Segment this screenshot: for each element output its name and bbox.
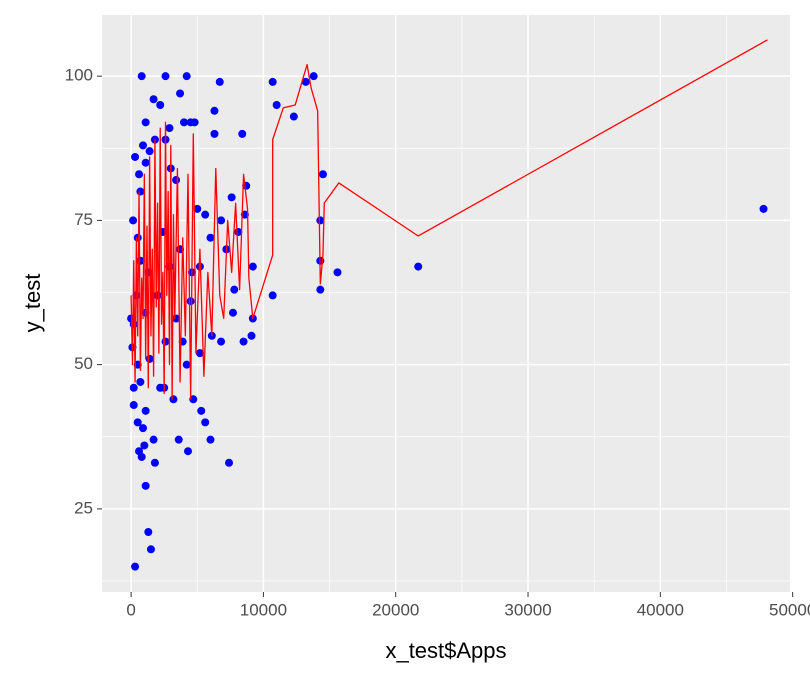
point (141, 158, 150, 167)
point (217, 337, 226, 346)
point (184, 447, 192, 456)
point (197, 406, 206, 415)
point (129, 383, 138, 392)
marks (127, 39, 768, 571)
point (141, 406, 150, 415)
point (146, 545, 155, 554)
point (309, 72, 318, 81)
point (238, 129, 247, 138)
point (136, 377, 145, 386)
point (131, 562, 140, 571)
point (129, 216, 138, 225)
point (139, 424, 148, 433)
point (316, 285, 325, 294)
point (161, 72, 170, 81)
point (137, 72, 146, 81)
point (414, 262, 423, 271)
point (150, 458, 159, 467)
point (186, 118, 195, 127)
point (228, 308, 237, 317)
point (248, 262, 257, 271)
point (176, 89, 185, 98)
point (316, 216, 325, 225)
y-tick-label: 25 (74, 498, 93, 517)
x-tick-label: 40000 (637, 600, 684, 619)
point (333, 268, 342, 277)
point (195, 349, 204, 358)
point (136, 187, 145, 196)
point (133, 233, 142, 242)
point (301, 77, 310, 86)
point (139, 141, 148, 150)
point (206, 233, 215, 242)
point (759, 204, 768, 213)
point (201, 418, 210, 427)
x-tick-label: 30000 (504, 600, 551, 619)
point (225, 458, 234, 467)
point (239, 337, 248, 346)
point (131, 152, 140, 161)
point (137, 452, 146, 461)
point (210, 106, 219, 115)
point (172, 176, 181, 185)
point (149, 435, 158, 444)
x-axis-title: x_test$Apps (385, 638, 506, 663)
point (172, 314, 181, 323)
x-tick-label: 50000 (769, 600, 810, 619)
y-tick-label: 100 (65, 66, 93, 85)
line (130, 39, 768, 400)
point (186, 297, 195, 306)
point (145, 354, 154, 363)
point (289, 112, 298, 121)
point (247, 331, 256, 340)
point (206, 435, 215, 444)
point (210, 129, 219, 138)
point (140, 441, 149, 450)
point (182, 72, 191, 81)
panel (102, 15, 790, 592)
point (217, 216, 226, 225)
x-tick-label: 0 (126, 600, 135, 619)
point (169, 395, 178, 404)
axes: 25 50 75 100 0 10000 20000 30000 40000 50000 (65, 66, 810, 620)
point (193, 204, 202, 213)
point (268, 77, 277, 86)
point (156, 101, 165, 110)
point (135, 170, 144, 179)
point (133, 418, 142, 427)
point (129, 401, 138, 410)
point (268, 291, 277, 300)
point (201, 210, 210, 219)
point (215, 77, 224, 86)
point (141, 118, 150, 127)
point (144, 527, 153, 536)
x-tick-label: 10000 (240, 600, 287, 619)
point (318, 170, 327, 179)
point (182, 360, 191, 369)
y-tick-label: 50 (74, 354, 93, 373)
y-tick-label: 75 (74, 210, 93, 229)
point (272, 101, 281, 110)
point (227, 193, 236, 202)
point (161, 337, 170, 346)
point (145, 147, 154, 156)
point (153, 291, 162, 300)
x-tick-label: 20000 (372, 600, 419, 619)
point (149, 95, 158, 104)
y-axis-title: y_test (20, 274, 45, 333)
point (165, 124, 174, 133)
point (230, 285, 239, 294)
point (141, 481, 150, 490)
point (174, 435, 183, 444)
point (180, 118, 189, 127)
